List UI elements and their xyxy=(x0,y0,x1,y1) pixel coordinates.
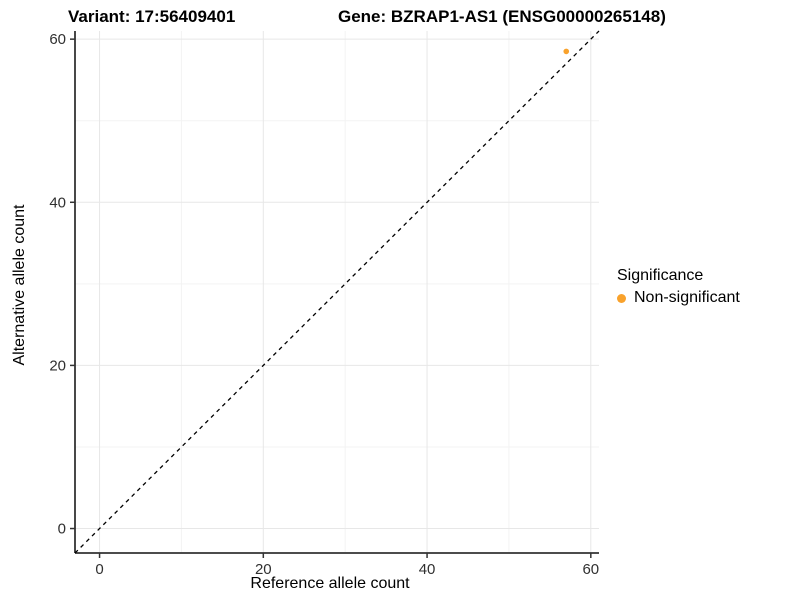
identity-line xyxy=(74,30,600,554)
legend-point-icon xyxy=(617,293,626,303)
legend-title: Significance xyxy=(617,267,704,284)
y-tick-label: 20 xyxy=(49,357,66,374)
x-tick-label: 20 xyxy=(255,561,272,578)
variant-title: Variant: 17:56409401 xyxy=(68,7,236,26)
data-point xyxy=(563,48,570,55)
x-tick-label: 60 xyxy=(582,561,599,578)
x-axis-title: Reference allele count xyxy=(250,575,410,592)
legend-item-label: Non-significant xyxy=(634,289,740,306)
y-tick-label: 40 xyxy=(49,194,66,211)
x-tick-label: 0 xyxy=(95,561,103,578)
x-tick-label: 40 xyxy=(419,561,436,578)
y-tick-label: 60 xyxy=(49,31,66,48)
legend: Significance Non-significant xyxy=(617,267,740,307)
y-tick-label: 0 xyxy=(58,521,66,538)
y-axis-title: Alternative allele count xyxy=(11,204,28,366)
gene-title: Gene: BZRAP1-AS1 (ENSG00000265148) xyxy=(338,7,666,26)
legend-item-non-significant: Non-significant xyxy=(617,289,740,307)
